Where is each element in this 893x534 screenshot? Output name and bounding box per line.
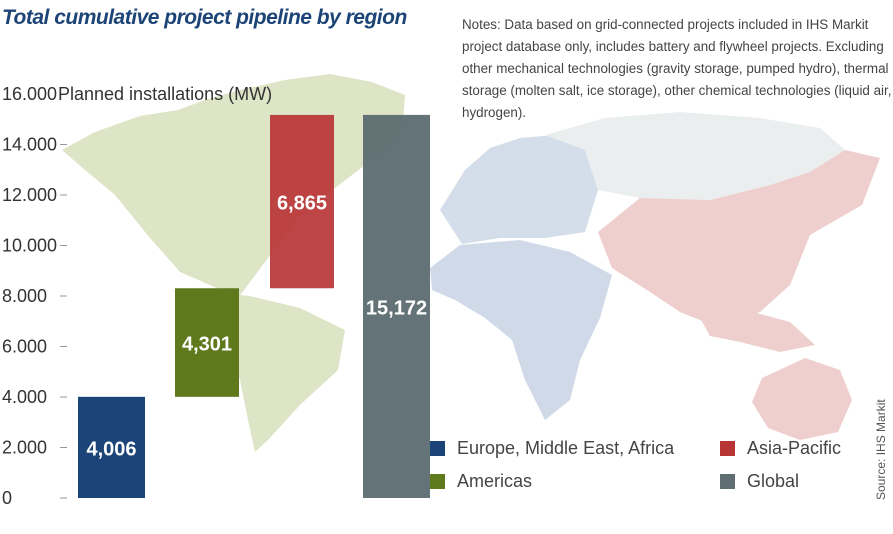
- map-south-america: [212, 292, 345, 452]
- bar-europe-middle-east-africa: [78, 396, 145, 498]
- legend-label: Asia-Pacific: [747, 438, 842, 458]
- map-north-america: [62, 74, 405, 298]
- legend-swatch: [720, 441, 735, 456]
- bar-value-label: 15,172: [366, 297, 427, 319]
- legend-swatch: [430, 441, 445, 456]
- legend-item: Global: [720, 471, 799, 492]
- chart-title: Total cumulative project pipeline by reg…: [2, 6, 407, 29]
- bar-americas: [175, 288, 239, 397]
- bar-asia-pacific: [270, 114, 334, 289]
- legend-swatch: [430, 474, 445, 489]
- map-russia: [545, 112, 845, 200]
- y-tick-label: 0: [2, 488, 12, 508]
- y-tick-label: 16.000: [2, 84, 57, 104]
- legend-label: Americas: [457, 471, 533, 491]
- y-tick-label: 14.000: [2, 135, 57, 155]
- map-africa: [430, 240, 612, 420]
- map-europe: [440, 135, 598, 244]
- y-tick-label: 10.000: [2, 236, 57, 256]
- y-axis-label: Planned installations (MW): [58, 84, 272, 104]
- bar-value-label: 6,865: [277, 193, 327, 215]
- legend-item: Americas: [430, 471, 532, 492]
- legend-item: Asia-Pacific: [720, 438, 841, 459]
- y-tick-label: 4.000: [2, 387, 47, 407]
- map-asia: [598, 150, 880, 328]
- bar-value-label: 4,006: [86, 438, 136, 460]
- legend-label: Global: [747, 471, 800, 491]
- map-southeast-asia: [700, 310, 815, 352]
- map-australia: [752, 358, 852, 440]
- legend-swatch: [720, 474, 735, 489]
- bar-value-label: 4,301: [182, 334, 232, 356]
- chart-notes: Notes: Data based on grid-connected proj…: [462, 17, 892, 120]
- legend-item: Europe, Middle East, Africa: [430, 438, 674, 459]
- y-tick-label: 2.000: [2, 438, 47, 458]
- bar-global: [363, 114, 430, 499]
- y-tick-label: 12.000: [2, 185, 57, 205]
- source-note: Source: IHS Markit: [874, 399, 888, 500]
- y-tick-label: 8.000: [2, 286, 47, 306]
- legend-label: Europe, Middle East, Africa: [457, 438, 675, 458]
- y-tick-label: 6.000: [2, 337, 47, 357]
